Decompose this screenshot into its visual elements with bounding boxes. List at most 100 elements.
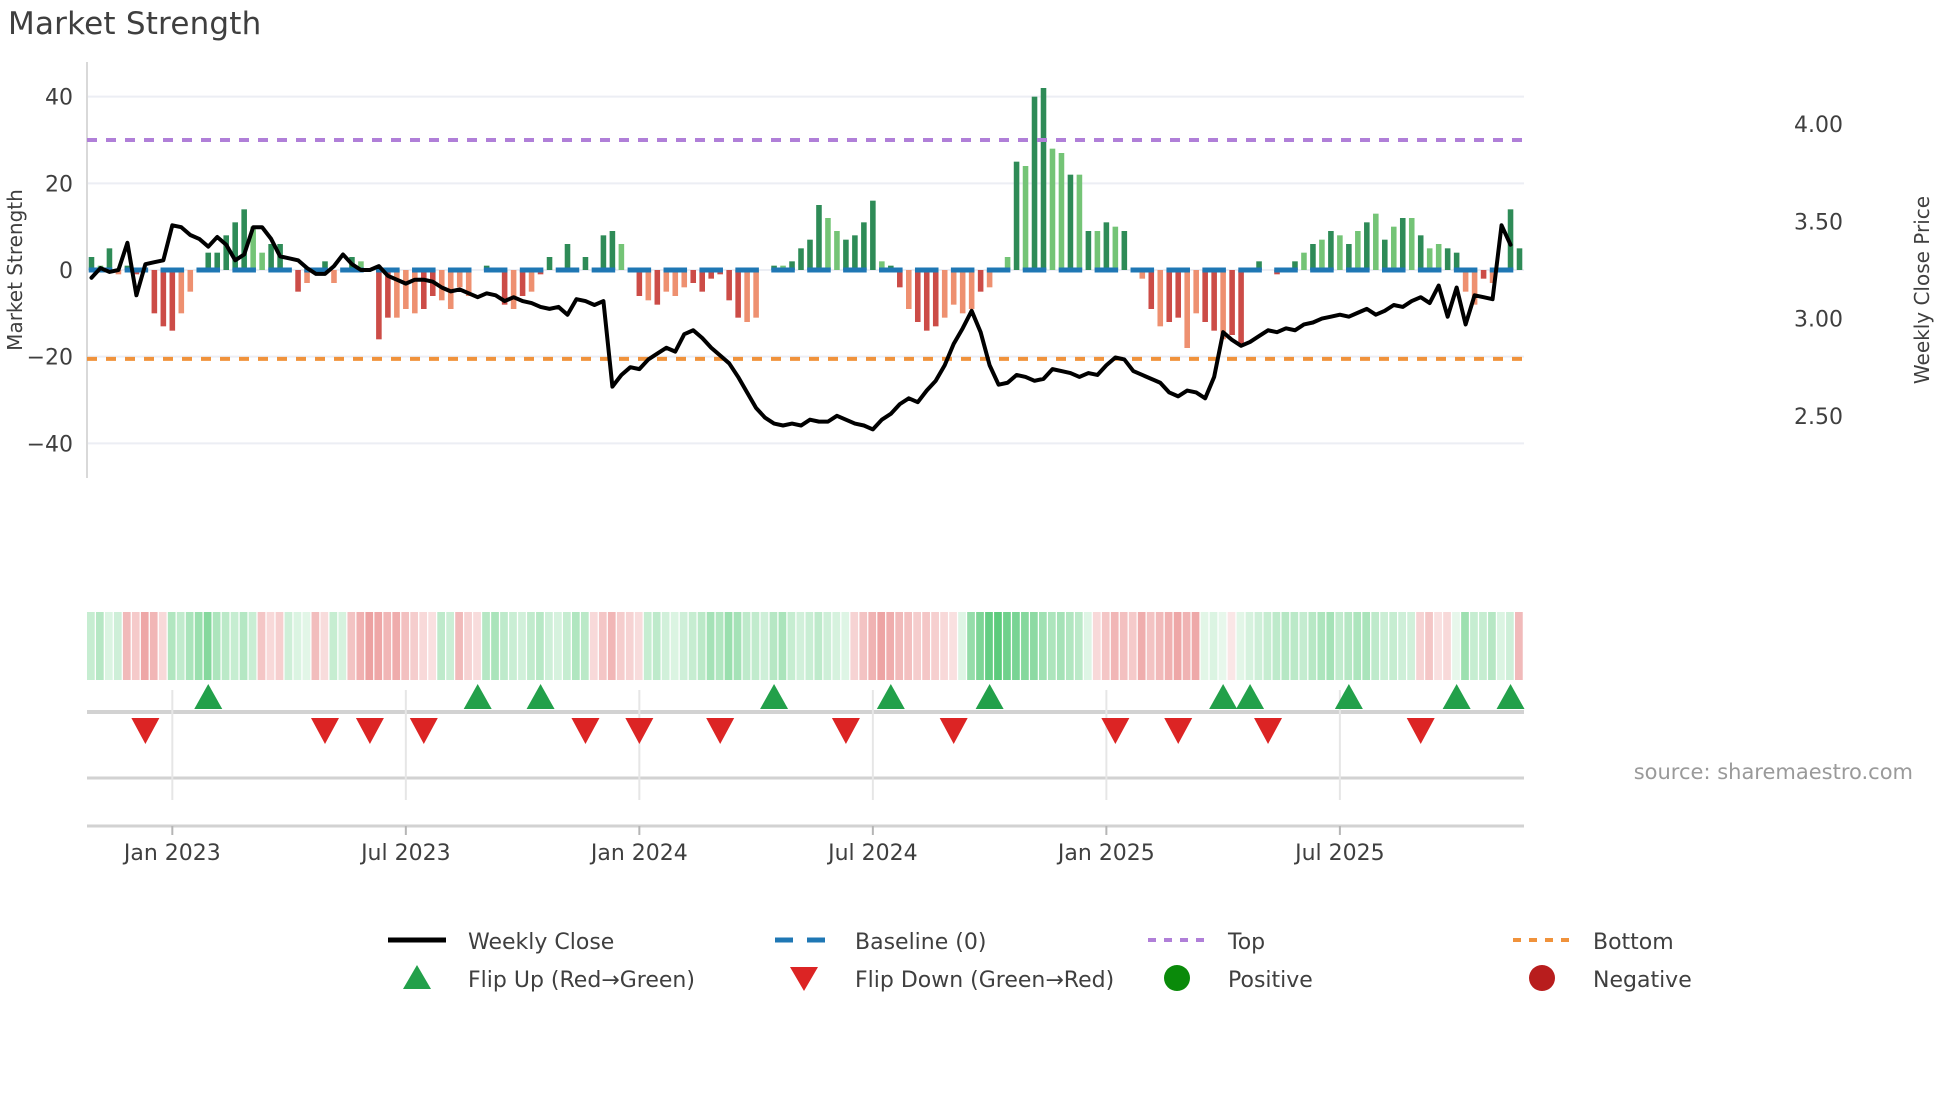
market-strength-bar <box>843 239 849 270</box>
market-strength-bar <box>708 270 714 279</box>
heat-strip-cell <box>1155 612 1164 680</box>
legend-label: Baseline (0) <box>855 930 986 955</box>
heat-strip-cell <box>1039 612 1047 680</box>
heat-strip-cell <box>994 612 1002 680</box>
heat-strip-cell <box>212 612 221 680</box>
heat-strip-cell <box>509 612 517 680</box>
heat-strip-cell <box>1083 612 1092 680</box>
heat-strip-cell <box>1425 612 1433 680</box>
weekly-close-line <box>89 223 1513 432</box>
heat-strip-cell <box>365 612 374 680</box>
heat-strip-cell <box>1434 612 1442 680</box>
heat-strip-cell <box>625 612 634 680</box>
flip-down-marker <box>571 718 600 744</box>
market-strength-bar <box>932 270 939 327</box>
heat-strip-cell <box>176 612 185 680</box>
legend-label: Flip Down (Green→Red) <box>855 968 1114 993</box>
heat-strip-cell <box>131 612 140 680</box>
market-strength-bar <box>1346 244 1352 270</box>
heat-strip-cell <box>527 612 535 680</box>
heat-strip-cell <box>904 612 913 680</box>
heat-strip-cell <box>1299 612 1308 680</box>
y2-axis-tick-label: 3.00 <box>1794 308 1843 333</box>
heat-strip-cell <box>536 612 544 680</box>
heat-strip-cell <box>1209 612 1218 680</box>
heat-strip-cell <box>679 612 688 680</box>
market-strength-bar <box>1328 231 1334 270</box>
heat-strip-cell <box>877 612 886 680</box>
legend-item: Positive <box>1164 965 1313 993</box>
market-strength-bar <box>564 244 571 270</box>
x-axis-tick-label: Jul 2024 <box>826 841 918 866</box>
market-strength-bar <box>456 270 463 288</box>
market-strength-bar <box>879 261 885 270</box>
heat-strip-cell <box>1200 612 1209 680</box>
heat-strip-cell <box>1290 612 1299 680</box>
y2-axis-title: Weekly Close Price <box>1910 196 1934 384</box>
market-strength-bar <box>852 235 858 270</box>
heat-strip-cell <box>661 612 670 680</box>
flip-down-marker <box>1164 718 1193 744</box>
flip-down-marker <box>1406 718 1435 744</box>
market-strength-bar <box>385 270 391 318</box>
heat-strip-cell <box>491 612 499 680</box>
heat-strip-cell <box>1497 612 1505 680</box>
heat-strip-cell <box>697 612 706 680</box>
market-strength-bar <box>950 270 957 305</box>
market-strength-bar <box>394 270 400 318</box>
market-strength-bar <box>1229 270 1235 335</box>
heat-strip-cell <box>194 612 203 680</box>
heat-strip-cell <box>518 612 526 680</box>
y2-axis-tick-label: 2.50 <box>1794 405 1843 430</box>
market-strength-bar <box>465 270 472 296</box>
heat-strip-cell <box>356 612 365 680</box>
market-strength-bar <box>268 244 274 270</box>
market-strength-bar <box>1382 239 1388 270</box>
market-strength-bar <box>501 270 508 305</box>
heat-strip-cell <box>634 612 643 680</box>
chart-legend: Weekly Close Baseline (0) Top Bottom Flip Up… <box>388 930 1692 993</box>
heat-strip-cell <box>185 612 194 680</box>
market-strength-bar <box>115 270 122 275</box>
heat-strip-cell <box>607 612 616 680</box>
heat-strip-cell <box>1110 612 1119 680</box>
heat-strip-cell <box>769 612 778 680</box>
x-axis-tick-label: Jan 2023 <box>122 841 221 866</box>
heat-strip-cell <box>1245 612 1254 680</box>
market-strength-bar <box>376 270 382 340</box>
flip-down-marker <box>1254 718 1283 744</box>
legend-label: Negative <box>1593 968 1692 993</box>
flip-up-marker <box>760 684 789 709</box>
market-strength-bar <box>1112 226 1119 270</box>
heat-strip-cell <box>1371 612 1380 680</box>
market-strength-bar <box>600 235 607 270</box>
market-strength-bar <box>1076 174 1083 270</box>
market-strength-bar <box>1220 270 1226 340</box>
market-strength-bar <box>1426 248 1433 270</box>
bar-series <box>88 88 1523 348</box>
market-strength-bar <box>1453 252 1460 270</box>
market-strength-bar <box>1292 261 1298 270</box>
legend-item: Bottom <box>1513 930 1674 955</box>
heat-strip-cell <box>1173 612 1182 680</box>
market-strength-bar <box>1337 235 1343 270</box>
x-axis-tick-label: Jan 2025 <box>1056 841 1155 866</box>
heat-strip-cell <box>859 612 868 680</box>
market-strength-bar <box>1139 270 1146 279</box>
flip-up-marker <box>975 684 1004 709</box>
heat-strip-cell <box>464 612 472 680</box>
heat-strip-cell <box>886 612 895 680</box>
flip-up-marker <box>1209 684 1238 709</box>
heat-strip-cell <box>293 612 302 680</box>
market-strength-bar <box>106 248 113 270</box>
heat-strip-cell <box>1056 612 1065 680</box>
y2-axis-tick-label: 3.50 <box>1794 210 1843 235</box>
heat-strip-cell <box>230 612 239 680</box>
market-strength-bar <box>1121 231 1128 270</box>
heat-strip-cell <box>1308 612 1317 680</box>
market-strength-bar <box>510 270 517 309</box>
heat-strip-cell <box>724 612 733 680</box>
market-strength-bar <box>914 270 921 322</box>
market-strength-bar <box>959 270 966 314</box>
heat-strip-cell <box>760 612 769 680</box>
